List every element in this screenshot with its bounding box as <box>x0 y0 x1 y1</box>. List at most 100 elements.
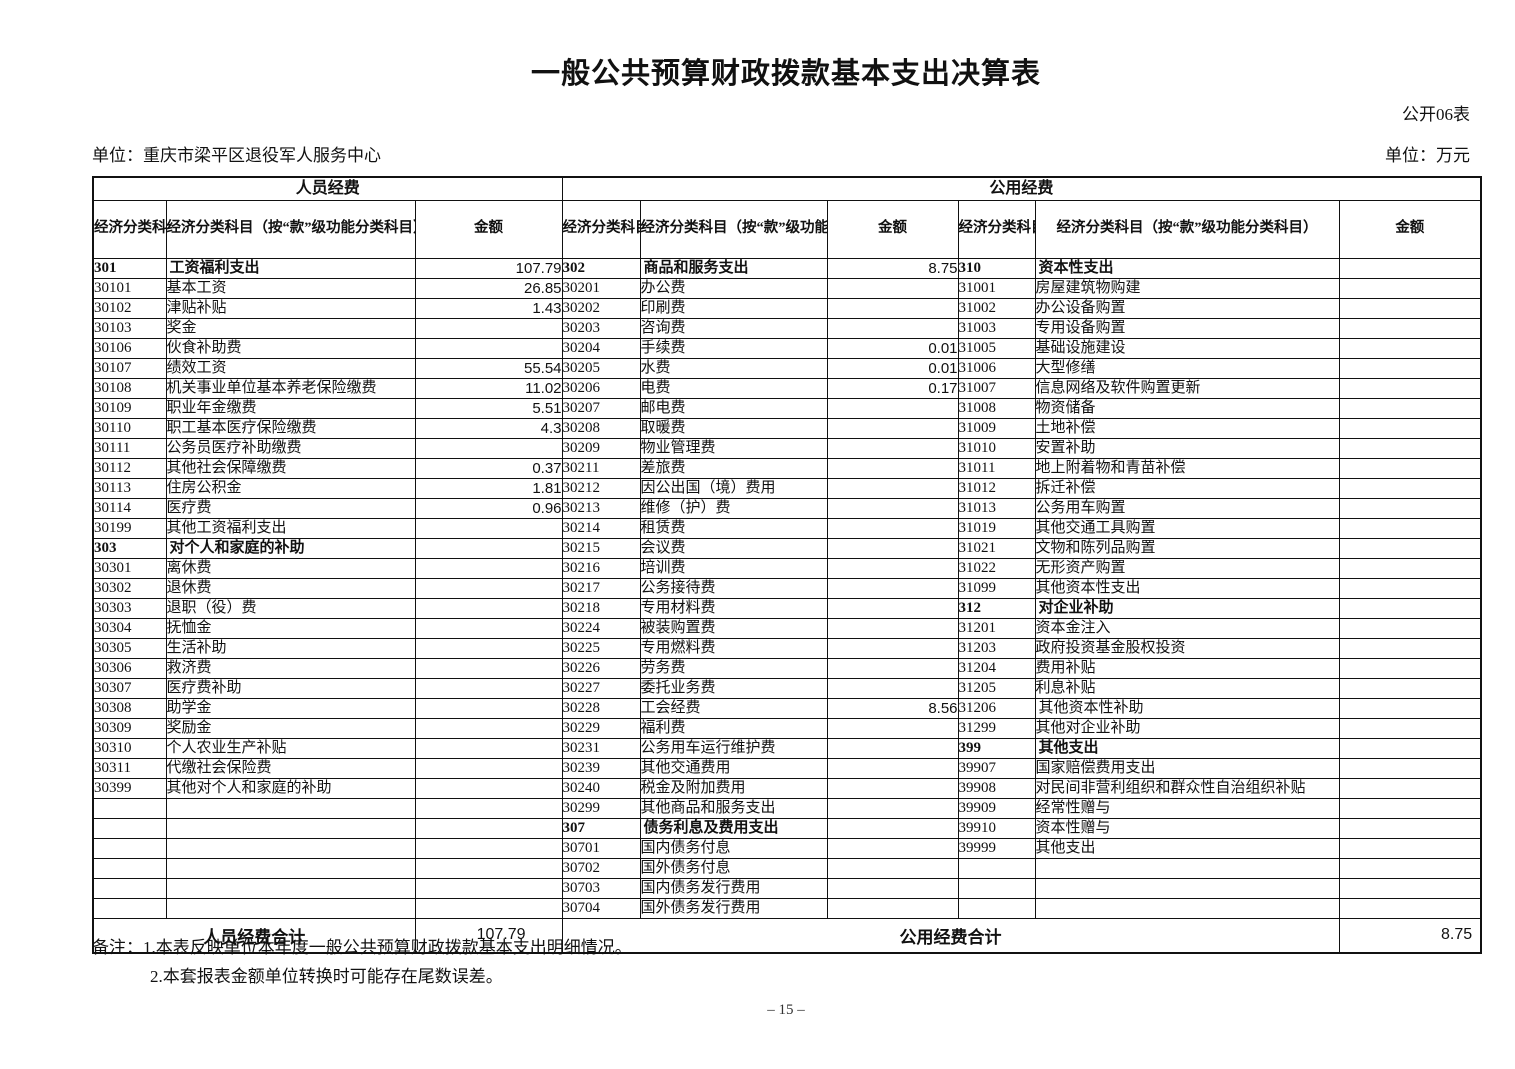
subject-cell: 退休费 <box>165 577 416 599</box>
col-header-amount-1: 金额 <box>414 199 563 259</box>
code-cell: 30306 <box>92 657 167 679</box>
subject-cell: 基本工资 <box>165 277 416 299</box>
amount-cell <box>826 557 959 579</box>
amount-cell: 1.43 <box>414 297 563 319</box>
code-cell: 31204 <box>957 657 1036 679</box>
amount-cell: 0.96 <box>414 497 563 519</box>
code-cell: 30209 <box>561 437 641 459</box>
subject-cell: 咨询费 <box>639 317 828 339</box>
table-row: 30704 国外债务发行费用 <box>92 897 1482 919</box>
subject-cell: 资本金注入 <box>1034 617 1340 639</box>
col-header-amount-3: 金额 <box>1338 199 1482 259</box>
code-cell: 30211 <box>561 457 641 479</box>
amount-cell <box>1338 257 1482 279</box>
subject-cell: 手续费 <box>639 337 828 359</box>
code-cell: 39907 <box>957 757 1036 779</box>
amount-cell <box>826 757 959 779</box>
subject-cell: 被装购置费 <box>639 617 828 639</box>
subject-cell: 培训费 <box>639 557 828 579</box>
amount-cell <box>826 597 959 619</box>
code-cell: 31002 <box>957 297 1036 319</box>
table-row: 307 债务利息及费用支出 39910 资本性赠与 <box>92 817 1482 839</box>
form-number-label: 公开06表 <box>1402 105 1470 124</box>
code-cell: 30225 <box>561 637 641 659</box>
code-cell: 30216 <box>561 557 641 579</box>
code-cell: 30305 <box>92 637 167 659</box>
amount-cell <box>826 477 959 499</box>
subject-cell: 国外债务发行费用 <box>639 897 828 919</box>
amount-cell <box>414 577 563 599</box>
code-cell <box>92 877 167 899</box>
code-cell: 30199 <box>92 517 167 539</box>
code-cell <box>957 877 1036 899</box>
table-row: 30113 住房公积金 1.81 30212 因公出国（境）费用 31012 拆迁补偿 <box>92 477 1482 499</box>
amount-cell <box>414 437 563 459</box>
subject-cell: 信息网络及软件购置更新 <box>1034 377 1340 399</box>
subject-cell: 救济费 <box>165 657 416 679</box>
code-cell: 31012 <box>957 477 1036 499</box>
code-cell: 31022 <box>957 557 1036 579</box>
code-cell: 30202 <box>561 297 641 319</box>
subject-cell: 公务接待费 <box>639 577 828 599</box>
subject-cell: 办公费 <box>639 277 828 299</box>
code-cell: 31205 <box>957 677 1036 699</box>
subject-cell: 差旅费 <box>639 457 828 479</box>
amount-cell: 11.02 <box>414 377 563 399</box>
subject-cell: 公务用车购置 <box>1034 497 1340 519</box>
code-cell: 30227 <box>561 677 641 699</box>
subject-cell <box>1034 857 1340 879</box>
subject-cell: 其他工资福利支出 <box>165 517 416 539</box>
subject-cell: 地上附着物和青苗补偿 <box>1034 457 1340 479</box>
amount-cell <box>1338 837 1482 859</box>
amount-cell <box>826 717 959 739</box>
code-cell: 30107 <box>92 357 167 379</box>
code-cell <box>957 897 1036 919</box>
amount-cell <box>1338 277 1482 299</box>
subject-cell: 取暖费 <box>639 417 828 439</box>
personnel-total-label: 人员经费合计 <box>92 917 416 954</box>
amount-cell <box>1338 797 1482 819</box>
subject-cell: 其他社会保障缴费 <box>165 457 416 479</box>
amount-cell <box>826 417 959 439</box>
note-text-2: 2.本套报表金额单位转换时可能存在尾数误差。 <box>150 967 503 986</box>
amount-cell <box>826 297 959 319</box>
amount-cell <box>826 517 959 539</box>
code-cell: 30108 <box>92 377 167 399</box>
code-cell: 30704 <box>561 897 641 919</box>
subject-cell <box>165 877 416 899</box>
amount-cell <box>414 637 563 659</box>
amount-cell <box>826 657 959 679</box>
subject-cell: 国外债务付息 <box>639 857 828 879</box>
subject-cell <box>1034 897 1340 919</box>
amount-cell <box>826 737 959 759</box>
amount-cell <box>1338 537 1482 559</box>
table-row: 30311 代缴社会保险费 30239 其他交通费用 39907 国家赔偿费用支出 <box>92 757 1482 779</box>
amount-cell: 26.85 <box>414 277 563 299</box>
code-cell: 301 <box>92 257 167 279</box>
subject-cell: 邮电费 <box>639 397 828 419</box>
table-row: 30111 公务员医疗补助缴费 30209 物业管理费 31010 安置补助 <box>92 437 1482 459</box>
code-cell: 30110 <box>92 417 167 439</box>
code-cell: 30204 <box>561 337 641 359</box>
amount-cell <box>1338 557 1482 579</box>
subject-cell: 物业管理费 <box>639 437 828 459</box>
subject-cell: 对企业补助 <box>1034 597 1340 619</box>
amount-cell <box>1338 337 1482 359</box>
subject-cell <box>165 797 416 819</box>
code-cell: 30208 <box>561 417 641 439</box>
code-cell: 31206 <box>957 697 1036 719</box>
notes: 备注：1.本表反映单位本年度一般公共预算财政拨款基本支出明细情况。 2.本套报表… <box>92 933 1480 991</box>
amount-cell <box>826 617 959 639</box>
amount-cell <box>1338 897 1482 919</box>
code-cell: 30302 <box>92 577 167 599</box>
code-cell: 31011 <box>957 457 1036 479</box>
code-cell: 30240 <box>561 777 641 799</box>
code-cell: 30206 <box>561 377 641 399</box>
table-row: 30199 其他工资福利支出 30214 租赁费 31019 其他交通工具购置 <box>92 517 1482 539</box>
subject-cell: 土地补偿 <box>1034 417 1340 439</box>
table-row: 30107 绩效工资 55.54 30205 水费 0.01 31006 大型修缮 <box>92 357 1482 379</box>
amount-cell <box>826 797 959 819</box>
amount-cell <box>1338 697 1482 719</box>
totals-row: 人员经费合计 107.79 公用经费合计 8.75 <box>92 917 1482 954</box>
